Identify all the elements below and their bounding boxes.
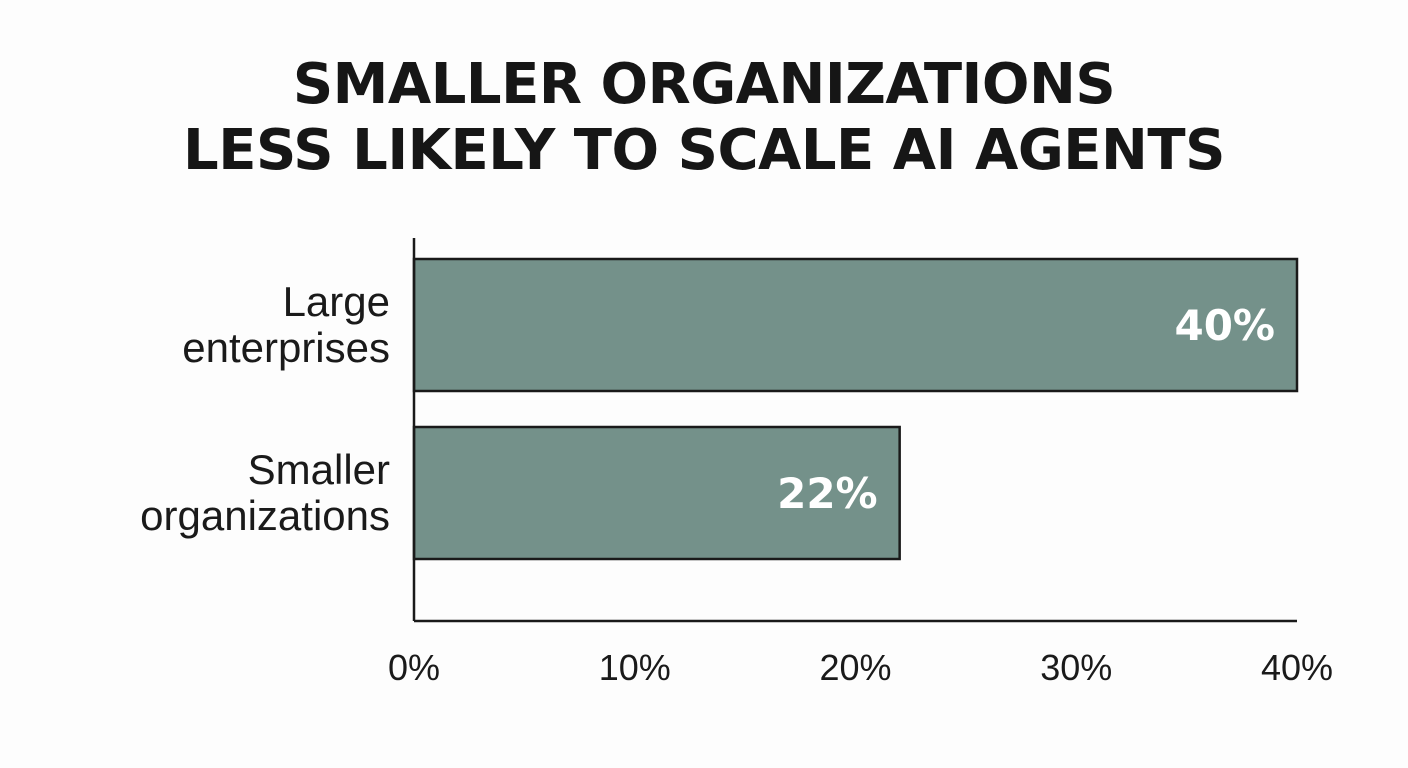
x-tick-label-2: 20% <box>819 647 891 688</box>
x-tick-label-3: 30% <box>1040 647 1112 688</box>
category-label-0-line-0: Large <box>283 278 390 325</box>
x-tick-label-4: 40% <box>1261 647 1333 688</box>
category-label-1-line-1: organizations <box>140 492 390 539</box>
axes-layer <box>412 238 1297 623</box>
labels-layer: 40% Large enterprises 22% Smaller organizatio… <box>140 278 1333 688</box>
category-label-1: Smaller organizations <box>140 446 390 539</box>
chart-title-line-1: SMALLER ORGANIZATIONS <box>292 52 1116 117</box>
chart-title-line-2: LESS LIKELY TO SCALE AI AGENTS <box>183 118 1225 183</box>
category-label-0: Large enterprises <box>182 278 390 371</box>
x-tick-label-1: 10% <box>599 647 671 688</box>
chart-title: SMALLER ORGANIZATIONS LESS LIKELY TO SCA… <box>0 52 1408 184</box>
data-label-1: 22% <box>777 469 878 518</box>
bar-0 <box>412 257 1299 393</box>
category-label-0-line-1: enterprises <box>182 324 390 371</box>
bars-layer <box>412 257 1299 561</box>
data-label-0: 40% <box>1174 301 1275 350</box>
category-label-1-line-0: Smaller <box>248 446 390 493</box>
x-tick-label-0: 0% <box>388 647 440 688</box>
